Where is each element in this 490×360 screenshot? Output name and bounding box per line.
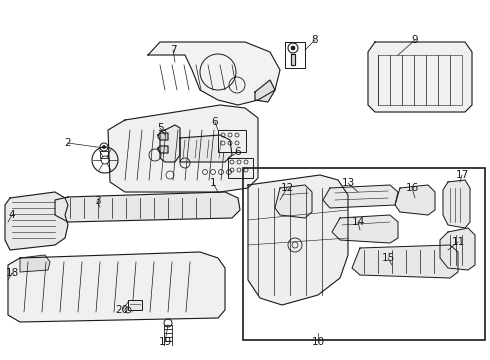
Text: 7: 7	[170, 45, 176, 55]
Bar	[218, 130, 246, 152]
Text: 15: 15	[381, 253, 394, 263]
Polygon shape	[291, 54, 295, 65]
Polygon shape	[443, 180, 470, 228]
Text: 17: 17	[455, 170, 468, 180]
Polygon shape	[158, 146, 168, 153]
Text: 11: 11	[451, 237, 465, 247]
Bar	[128, 300, 142, 310]
Polygon shape	[20, 255, 50, 272]
Bar	[228, 158, 253, 178]
Bar	[243, 168, 485, 340]
Text: 12: 12	[280, 183, 294, 193]
Text: 5: 5	[157, 123, 163, 133]
Text: 2: 2	[65, 138, 72, 148]
Polygon shape	[160, 125, 180, 162]
Polygon shape	[352, 245, 458, 278]
Polygon shape	[368, 42, 472, 112]
Polygon shape	[275, 185, 312, 218]
Polygon shape	[323, 185, 398, 208]
Text: 4: 4	[9, 210, 15, 220]
Polygon shape	[440, 228, 475, 270]
Text: 6: 6	[235, 147, 241, 157]
Text: 19: 19	[158, 337, 172, 347]
Text: 18: 18	[5, 268, 19, 278]
Polygon shape	[5, 192, 68, 250]
Text: 16: 16	[405, 183, 418, 193]
Text: 9: 9	[412, 35, 418, 45]
Polygon shape	[55, 192, 240, 222]
Polygon shape	[108, 105, 258, 192]
Text: 10: 10	[312, 337, 324, 347]
Polygon shape	[248, 175, 348, 305]
Circle shape	[102, 145, 105, 149]
Polygon shape	[148, 42, 280, 105]
Text: 3: 3	[94, 196, 100, 206]
Polygon shape	[180, 135, 232, 162]
Polygon shape	[158, 133, 168, 140]
Text: 13: 13	[342, 178, 355, 188]
Polygon shape	[332, 215, 398, 243]
Text: 1: 1	[210, 178, 216, 188]
Circle shape	[291, 46, 295, 50]
Polygon shape	[8, 252, 225, 322]
Text: 14: 14	[351, 217, 365, 227]
Polygon shape	[395, 185, 435, 215]
Text: 6: 6	[212, 117, 219, 127]
Text: 20: 20	[116, 305, 128, 315]
Text: 8: 8	[312, 35, 318, 45]
Polygon shape	[255, 80, 275, 102]
